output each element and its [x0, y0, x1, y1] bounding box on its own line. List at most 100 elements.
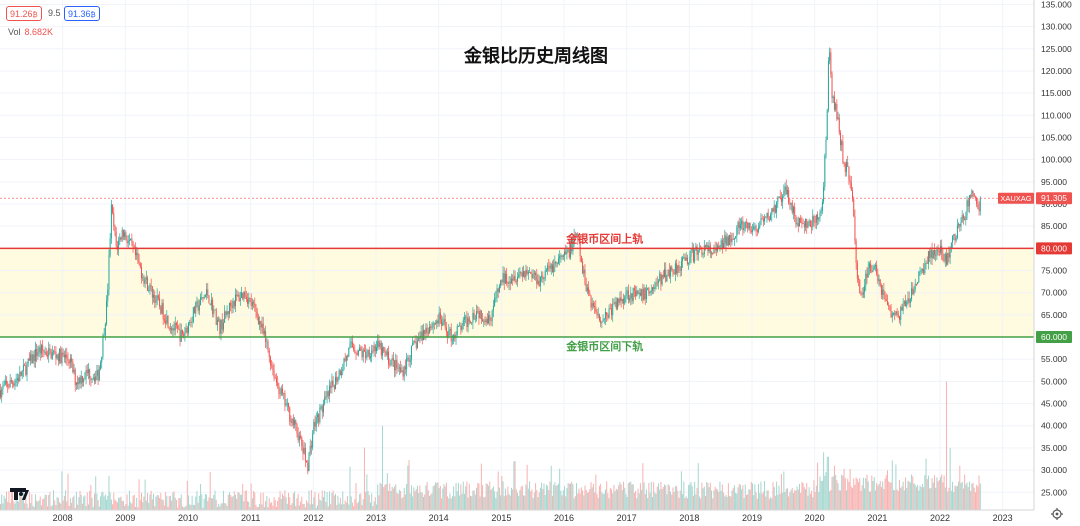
- volume-bar: [739, 484, 741, 510]
- volume-bar: [126, 494, 128, 510]
- candle-body: [726, 236, 728, 246]
- candle-body: [591, 303, 593, 308]
- candle-body: [636, 290, 638, 297]
- volume-bar: [45, 494, 47, 510]
- sell-price: 91.26: [10, 9, 33, 19]
- candle-body: [186, 327, 188, 333]
- y-tick-label: 125.000: [1041, 44, 1072, 54]
- volume-bar: [403, 487, 405, 510]
- volume-bar: [319, 499, 321, 510]
- candle-body: [100, 362, 102, 370]
- volume-bar: [471, 496, 473, 510]
- volume-bar: [849, 469, 851, 510]
- candle-body: [897, 314, 899, 317]
- candle-body: [500, 280, 502, 286]
- volume-bar: [530, 491, 532, 510]
- candle-body: [826, 109, 828, 140]
- volume-bar: [222, 490, 224, 510]
- volume-bar: [467, 497, 469, 510]
- candle-body: [54, 351, 56, 353]
- candle-body: [568, 249, 570, 258]
- volume-bar: [255, 504, 257, 510]
- buy-price-chip[interactable]: 91.36₿: [64, 6, 100, 21]
- volume-bar: [901, 486, 903, 510]
- candle-body: [392, 358, 394, 361]
- volume-bar: [443, 484, 445, 510]
- candle-body: [844, 163, 846, 172]
- candle-body: [482, 319, 484, 322]
- candle-body: [562, 255, 564, 258]
- candle-body: [125, 232, 127, 240]
- candle-body: [96, 370, 98, 376]
- volume-bar: [536, 489, 538, 510]
- candle-body: [770, 214, 772, 220]
- volume-bar: [324, 490, 326, 510]
- candle-body: [847, 162, 849, 167]
- volume-bar: [476, 487, 478, 510]
- candle-body: [595, 307, 597, 312]
- volume-bar: [846, 490, 847, 510]
- volume-bar: [831, 476, 833, 510]
- volume-bar: [896, 489, 898, 510]
- candle-body: [743, 227, 745, 231]
- candle-body: [858, 278, 860, 281]
- candle-body: [492, 306, 494, 311]
- candle-body: [410, 345, 412, 360]
- candle-body: [369, 356, 371, 359]
- volume-bar: [664, 484, 666, 510]
- candle-body: [376, 347, 377, 352]
- candle-body: [783, 190, 785, 197]
- x-tick-label: 2010: [178, 513, 198, 523]
- volume-bar: [518, 496, 520, 510]
- candle-body: [946, 253, 948, 265]
- candle-body: [544, 270, 546, 279]
- volume-bar: [410, 485, 412, 510]
- volume-bar: [362, 498, 364, 510]
- candle-body: [462, 319, 464, 326]
- volume-legend[interactable]: Vol 8.682K: [8, 27, 53, 37]
- candle-body: [373, 345, 375, 351]
- candle-body: [160, 306, 162, 314]
- candle-body: [315, 417, 317, 427]
- sell-price-chip[interactable]: 91.26₿: [6, 6, 42, 21]
- volume-bar: [366, 474, 368, 510]
- volume-bar: [394, 486, 396, 510]
- volume-bar: [359, 494, 361, 510]
- volume-bar: [714, 486, 716, 510]
- candle-body: [445, 327, 447, 333]
- volume-bar: [778, 485, 780, 510]
- volume-bar: [500, 495, 502, 510]
- volume-bar: [490, 489, 492, 510]
- volume-bar: [854, 484, 856, 510]
- volume-bar: [203, 498, 205, 510]
- candle-body: [103, 335, 105, 336]
- candle-body: [526, 269, 528, 274]
- candle-body: [584, 269, 586, 285]
- volume-bar: [649, 492, 651, 510]
- volume-bar: [267, 507, 269, 510]
- candle-body: [912, 288, 914, 295]
- volume-bar: [297, 493, 299, 510]
- candle-body: [401, 370, 403, 372]
- volume-bar: [564, 486, 565, 510]
- volume-bar: [962, 488, 964, 510]
- volume-bar: [459, 495, 461, 510]
- volume-bar: [444, 486, 446, 510]
- candle-body: [18, 378, 20, 382]
- candle-body: [142, 277, 144, 279]
- volume-bar: [131, 503, 133, 510]
- volume-bar: [216, 507, 218, 510]
- volume-bar: [619, 482, 621, 510]
- volume-bar: [200, 483, 202, 510]
- volume-bar: [807, 495, 809, 510]
- volume-bar: [539, 487, 541, 510]
- volume-bar: [900, 487, 902, 510]
- candle-body: [285, 404, 287, 406]
- volume-bar: [715, 488, 717, 510]
- volume-bar: [81, 503, 83, 510]
- volume-bar: [895, 464, 897, 510]
- candle-body: [67, 358, 69, 361]
- volume-bar: [221, 503, 223, 510]
